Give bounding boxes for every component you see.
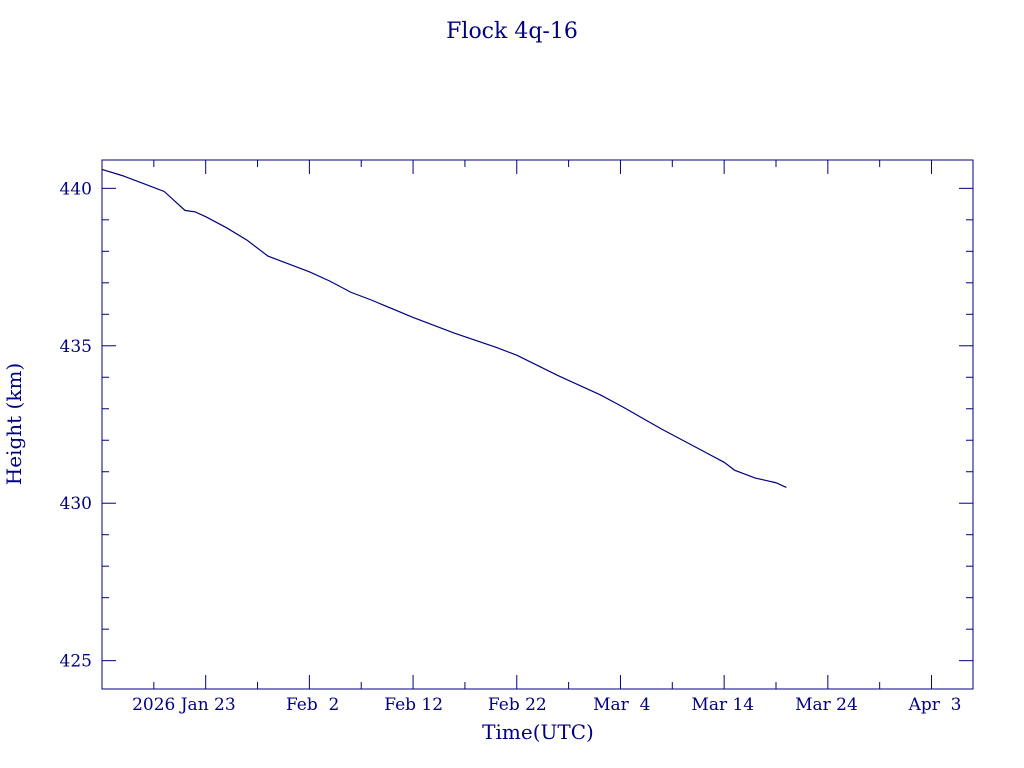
x-axis-label: Time(UTC) (482, 720, 594, 744)
x-tick-labels: 2026 Jan 23 Feb 2 Feb 12 Feb 22 Mar 4 Mar 14 M… (132, 695, 961, 715)
axis-ticks (101, 160, 973, 689)
y-tick-label: 430 (60, 494, 92, 514)
x-tick-label: Mar 14 (691, 695, 754, 715)
x-tick-label: Feb 2 (286, 695, 339, 715)
y-tick-label: 425 (60, 652, 92, 672)
x-tick-label: Feb 22 (488, 695, 547, 715)
y-tick-label: 440 (60, 179, 92, 199)
x-tick-label: 2026 Jan 23 (132, 695, 236, 715)
y-tick-label: 435 (60, 337, 92, 357)
y-axis-label: Height (km) (2, 363, 26, 485)
chart-title: Flock 4q-16 (446, 19, 578, 44)
x-tick-label: Apr 3 (908, 695, 962, 715)
x-tick-label: Mar 4 (593, 695, 650, 715)
x-tick-label: Mar 24 (795, 695, 858, 715)
y-tick-labels: 425 430 435 440 (60, 179, 92, 671)
x-tick-label: Feb 12 (384, 695, 443, 715)
plot-frame (101, 159, 974, 690)
series-line (101, 168, 787, 489)
